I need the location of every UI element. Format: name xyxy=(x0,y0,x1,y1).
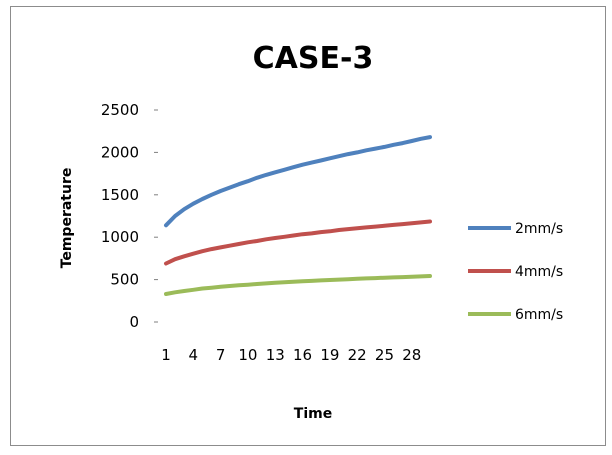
y-tick-label: 1000 xyxy=(101,228,139,246)
series-lines xyxy=(164,135,432,296)
x-tick-label: 16 xyxy=(293,346,312,364)
y-axis: 0 500 1000 1500 2000 2500 xyxy=(101,101,158,331)
x-tick-label: 28 xyxy=(402,346,421,364)
x-tick-label: 1 xyxy=(161,346,171,364)
x-tick-label: 22 xyxy=(348,346,367,364)
x-axis-title: Time xyxy=(294,406,332,422)
series-line-1 xyxy=(164,135,432,228)
y-tick-label: 2500 xyxy=(101,101,139,119)
x-tick-label: 7 xyxy=(216,346,226,364)
y-tick-label: 2000 xyxy=(101,143,139,161)
y-tick-label: 1500 xyxy=(101,186,139,204)
x-tick-label: 13 xyxy=(266,346,285,364)
chart-title: CASE-3 xyxy=(253,41,374,76)
y-axis-title: Temperature xyxy=(59,168,75,269)
legend-label: 2mm/s xyxy=(515,221,563,237)
series-line-3 xyxy=(164,274,432,296)
legend-label: 4mm/s xyxy=(515,264,563,280)
x-tick-label: 25 xyxy=(375,346,394,364)
x-tick-label: 10 xyxy=(238,346,257,364)
legend: 2mm/s 4mm/s 6mm/s xyxy=(468,221,563,323)
y-tick-label: 0 xyxy=(129,313,139,331)
y-tick-label: 500 xyxy=(110,271,139,289)
legend-label: 6mm/s xyxy=(515,307,563,323)
x-axis: 1 4 7 10 13 16 19 22 25 28 xyxy=(161,346,421,364)
series-line-2 xyxy=(164,219,432,266)
x-tick-label: 4 xyxy=(189,346,199,364)
x-tick-label: 19 xyxy=(320,346,339,364)
